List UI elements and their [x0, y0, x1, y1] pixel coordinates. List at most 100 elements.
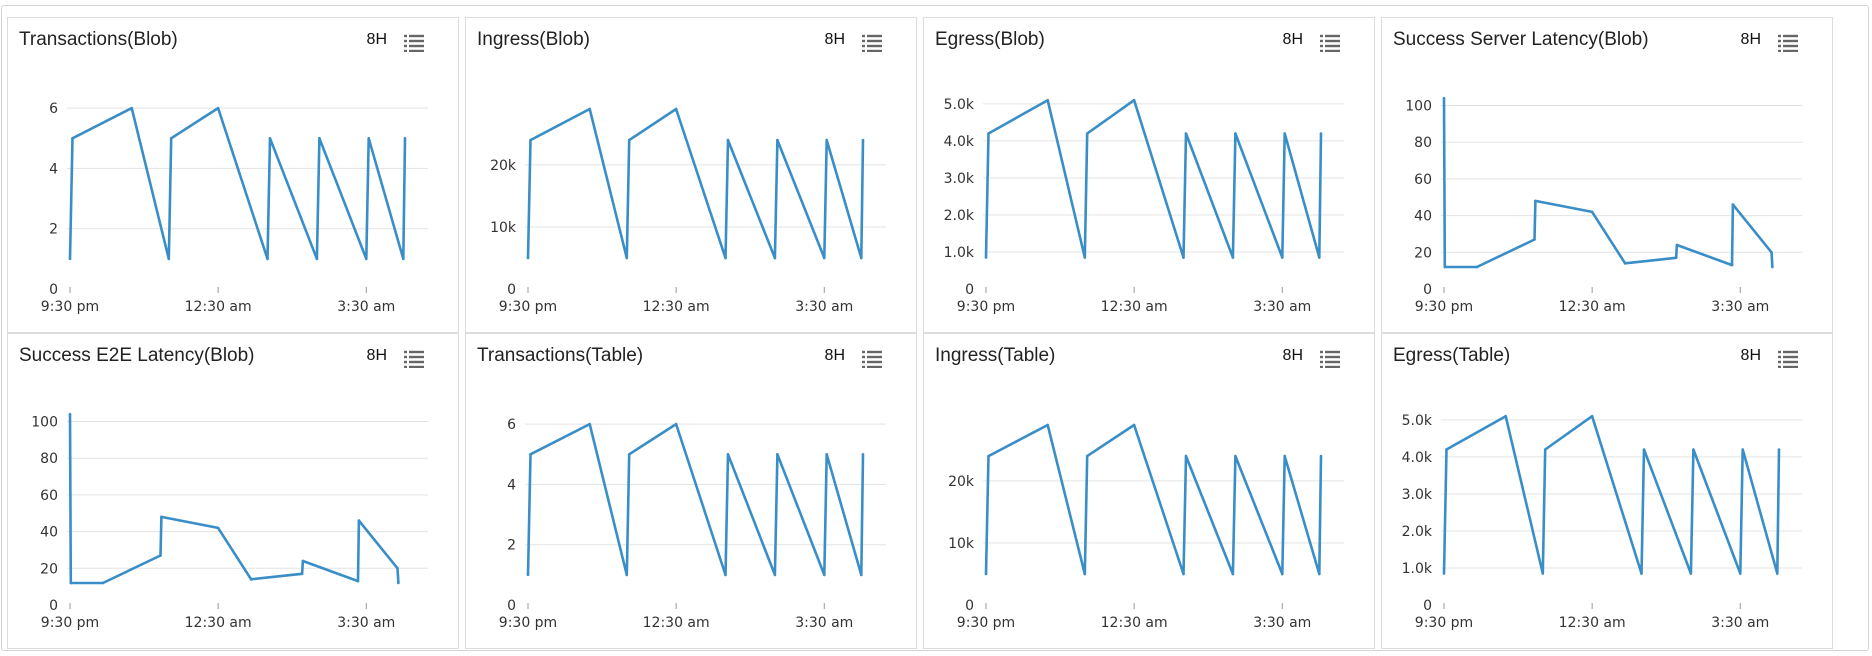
list-menu-icon[interactable]: [1320, 34, 1340, 52]
series-line: [1442, 98, 1774, 269]
data-point: [101, 581, 105, 585]
y-tick-label: 3.0k: [1402, 487, 1433, 503]
dashboard-frame: [1, 5, 1869, 651]
data-point: [1318, 256, 1321, 259]
data-point: [403, 136, 407, 140]
data-point: [249, 578, 253, 581]
data-point: [367, 136, 371, 140]
y-tick-label: 20: [1414, 245, 1432, 261]
data-point: [1184, 454, 1188, 458]
data-point: [1283, 454, 1287, 458]
time-range-button[interactable]: 8H: [1282, 347, 1303, 364]
data-point: [1083, 572, 1087, 576]
data-point: [674, 107, 678, 111]
y-tick-label: 4.0k: [1402, 450, 1433, 466]
y-tick-label: 40: [1414, 209, 1432, 225]
x-tick-label: 12:30 am: [1559, 615, 1626, 631]
data-point: [1692, 448, 1695, 451]
data-point: [402, 257, 405, 261]
data-point: [1738, 572, 1742, 575]
chart-tile-transactions-table: Transactions(Table) 8H 0 2 4 6 9:30 pm 12:30 am…: [465, 333, 917, 649]
line-chart: 0 1.0k 2.0k 3.0k 4.0k 5.0k 9:30 pm 12:30 am 3:30…: [944, 97, 1344, 315]
data-point: [726, 138, 730, 142]
line-chart: 0 20 40 60 80 100 9:30 pm 12:30 am 3:30 am: [1405, 96, 1802, 315]
data-point: [68, 412, 72, 416]
x-tick-label: 12:30 am: [643, 615, 710, 631]
data-point: [1541, 572, 1545, 575]
list-menu-icon[interactable]: [1778, 34, 1798, 52]
data-point: [1046, 423, 1050, 427]
data-point: [526, 256, 530, 260]
y-tick-label: 2: [49, 222, 58, 238]
data-point: [1234, 454, 1237, 458]
data-point: [1689, 572, 1693, 575]
chart-tile-success-server-latency-blob: Success Server Latency(Blob) 8H 0 20 40 60 80 1…: [1381, 17, 1833, 333]
y-tick-label: 10k: [948, 536, 975, 552]
data-point: [71, 136, 74, 140]
y-tick-label: 1.0k: [944, 245, 975, 261]
data-point: [724, 256, 727, 260]
time-range-button[interactable]: 8H: [1740, 31, 1761, 48]
y-tick-label: 0: [49, 598, 58, 614]
data-point: [1730, 263, 1734, 267]
time-range-button[interactable]: 8H: [1740, 347, 1761, 364]
data-point: [1642, 448, 1646, 451]
y-tick-label: 3.0k: [944, 171, 975, 187]
chart-title: Transactions(Blob): [19, 29, 178, 50]
list-menu-icon[interactable]: [862, 350, 882, 368]
data-point: [588, 107, 592, 111]
list-menu-icon[interactable]: [404, 34, 424, 52]
line-chart: 0 1.0k 2.0k 3.0k 4.0k 5.0k 9:30 pm 12:30 am 3:30…: [1402, 413, 1802, 631]
data-point: [159, 554, 162, 557]
data-point: [1533, 238, 1536, 241]
y-tick-label: 20k: [948, 474, 975, 490]
chart-title: Transactions(Table): [477, 345, 644, 366]
x-tick-label: 12:30 am: [185, 299, 252, 315]
line-chart: 0 2 4 6 9:30 pm 12:30 am 3:30 am: [41, 101, 428, 315]
list-menu-icon[interactable]: [1320, 350, 1340, 368]
time-range-button[interactable]: 8H: [366, 347, 387, 364]
y-tick-label: 1.0k: [1402, 561, 1433, 577]
data-point: [1280, 256, 1284, 259]
chart-title: Egress(Table): [1393, 345, 1511, 366]
time-range-button[interactable]: 8H: [824, 31, 845, 48]
list-menu-icon[interactable]: [862, 34, 882, 52]
data-point: [1776, 572, 1779, 575]
chart-tile-ingress-table: Ingress(Table) 8H 0 10k 20k 9:30 pm 12:30 am 3:…: [923, 333, 1375, 649]
chart-title: Ingress(Blob): [477, 29, 590, 50]
data-point: [1640, 572, 1643, 575]
data-point: [1590, 210, 1594, 214]
data-point: [822, 573, 826, 577]
y-tick-label: 2: [507, 538, 516, 554]
data-point: [356, 579, 360, 583]
data-point: [1231, 572, 1235, 576]
y-tick-label: 0: [965, 282, 974, 298]
y-tick-label: 20k: [490, 158, 517, 174]
data-point: [1770, 251, 1773, 254]
data-point: [825, 138, 829, 142]
series-line: [68, 106, 407, 261]
y-tick-label: 0: [507, 282, 516, 298]
metrics-grid: Transactions(Blob) 8H 0 2 4 6 9:30 pm 12:30 am 3…: [7, 17, 1839, 649]
time-range-button[interactable]: 8H: [366, 31, 387, 48]
data-point: [1445, 448, 1448, 451]
list-menu-icon[interactable]: [404, 350, 424, 368]
list-menu-icon[interactable]: [1778, 350, 1798, 368]
x-tick-label: 9:30 pm: [1415, 299, 1473, 315]
data-point: [1182, 572, 1185, 576]
x-tick-label: 12:30 am: [185, 615, 252, 631]
time-range-button[interactable]: 8H: [1282, 31, 1303, 48]
time-range-button[interactable]: 8H: [824, 347, 845, 364]
x-tick-label: 3:30 am: [1253, 299, 1311, 315]
y-tick-label: 2.0k: [1402, 524, 1433, 540]
data-point: [216, 526, 220, 530]
data-point: [69, 581, 73, 585]
y-tick-label: 4.0k: [944, 134, 975, 150]
y-tick-label: 10k: [490, 220, 517, 236]
x-tick-label: 3:30 am: [795, 615, 853, 631]
x-tick-label: 9:30 pm: [41, 615, 99, 631]
chart-tile-egress-table: Egress(Table) 8H 0 1.0k 2.0k 3.0k 4.0k 5.0k 9:30…: [1381, 333, 1833, 649]
y-tick-label: 0: [1423, 282, 1432, 298]
data-point: [1534, 199, 1537, 203]
data-point: [68, 257, 72, 261]
